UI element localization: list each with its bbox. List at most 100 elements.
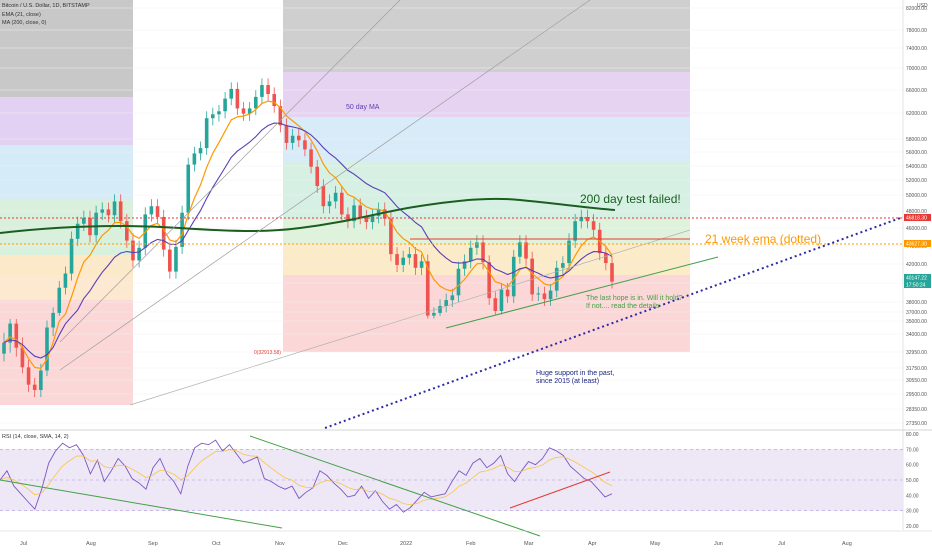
candle-body	[8, 323, 12, 343]
candle-body	[303, 140, 307, 150]
candle-body	[149, 206, 154, 215]
candle-body	[567, 240, 571, 264]
price-tick-label: 66000.00	[906, 88, 927, 94]
candle-body	[174, 246, 178, 272]
fib-zone-right	[283, 72, 690, 117]
candle-body	[278, 106, 283, 126]
fib-zone-left	[0, 0, 133, 97]
price-marker	[904, 274, 931, 281]
rsi-trendline-3	[509, 471, 611, 509]
candle-body	[204, 118, 209, 149]
candle-body	[186, 164, 191, 213]
candle-body	[419, 261, 424, 268]
price-tick-label: 46000.00	[906, 226, 927, 232]
candle-body	[51, 312, 55, 328]
candle-body	[333, 192, 338, 202]
price-tick-label: 70000.00	[906, 66, 927, 72]
candle-body	[561, 263, 565, 268]
ma200-line	[0, 197, 616, 234]
candle-body	[481, 242, 485, 263]
fib-zone-left	[0, 145, 133, 200]
candle-body	[296, 135, 301, 141]
candle-body	[229, 88, 234, 99]
candle-body	[321, 186, 326, 207]
candle-body	[57, 287, 62, 313]
candle-body	[75, 223, 80, 239]
candle-body	[272, 94, 277, 107]
price-tick-label: 50000.00	[906, 193, 927, 199]
candle-body	[456, 268, 461, 296]
legend-ma: MA (200, close, 0)	[2, 20, 47, 26]
candle-body	[505, 289, 510, 297]
candle-body	[63, 273, 68, 288]
price-marker-label: 43627.30	[906, 242, 927, 248]
fib-zone-right	[283, 0, 690, 72]
candle-body	[554, 267, 559, 291]
candle-body	[487, 262, 491, 299]
rsi-tick-label: 30.00	[906, 509, 919, 515]
time-tick-label: Dec	[338, 541, 348, 547]
candle-body	[161, 216, 166, 250]
candle-body	[241, 108, 246, 114]
candle-body	[247, 108, 252, 114]
price-tick-label: 42000.00	[906, 262, 927, 268]
candle-body	[425, 261, 430, 316]
time-tick-label: Oct	[212, 541, 221, 547]
candle-body	[180, 212, 184, 247]
candle-body	[395, 254, 399, 265]
annotation-200ma: 200 day test failed!	[580, 192, 681, 206]
candle-body	[192, 153, 197, 165]
candle-body	[530, 258, 534, 295]
candle-body	[604, 253, 608, 264]
candle-body	[284, 125, 289, 143]
time-tick-label: 2022	[400, 541, 412, 547]
candle-body	[536, 293, 541, 295]
candle-body	[462, 261, 467, 269]
annotation-21w: 21 week ema (dotted)	[705, 232, 821, 246]
time-tick-label: Jun	[714, 541, 723, 547]
candle-body	[364, 216, 369, 223]
price-tick-label: 30550.00	[906, 378, 927, 384]
fib-zone-right	[283, 275, 690, 352]
candle-body	[14, 323, 19, 348]
time-tick-label: Nov	[275, 541, 285, 547]
legend-ema: EMA (21, close)	[2, 11, 41, 18]
candle-body	[235, 88, 240, 109]
fib-zone-right	[283, 243, 690, 275]
candle-body	[266, 85, 270, 95]
time-tick-label: Jul	[20, 541, 27, 547]
candle-body	[112, 201, 117, 216]
price-tick-label: 29500.00	[906, 392, 927, 398]
candle-body	[511, 256, 516, 297]
price-tick-label: 62000.00	[906, 111, 927, 117]
candle-body	[315, 166, 320, 186]
rsi-legend: RSI (14, close, SMA, 14, 2)	[2, 434, 69, 440]
price-tick-label: 32950.00	[906, 350, 927, 356]
price-tick-label: 74000.00	[906, 46, 927, 52]
candle-body	[389, 218, 393, 255]
candle-body	[94, 212, 98, 236]
candle-body	[339, 192, 344, 215]
rsi-trendline-2	[249, 435, 541, 537]
candle-body	[585, 216, 590, 222]
candle-body	[346, 214, 350, 222]
ema21-line	[3, 100, 613, 369]
candle-body	[137, 247, 141, 261]
time-tick-label: Aug	[86, 541, 96, 547]
candle-body	[82, 217, 86, 224]
price-tick-label: 28350.00	[906, 407, 927, 413]
price-tick-label: 82000.00	[906, 6, 927, 12]
time-tick-label: Sep	[148, 541, 158, 547]
fib-zone-right	[283, 162, 690, 220]
candle-body	[143, 214, 148, 248]
candle-body	[39, 370, 43, 390]
candle-body	[69, 238, 74, 274]
time-tick-label: Aug	[842, 541, 852, 547]
candle-body	[26, 367, 31, 385]
candle-body	[542, 293, 547, 300]
price-marker	[904, 281, 931, 288]
candle-body	[548, 290, 553, 300]
candle-body	[32, 384, 37, 390]
candle-body	[610, 263, 614, 282]
